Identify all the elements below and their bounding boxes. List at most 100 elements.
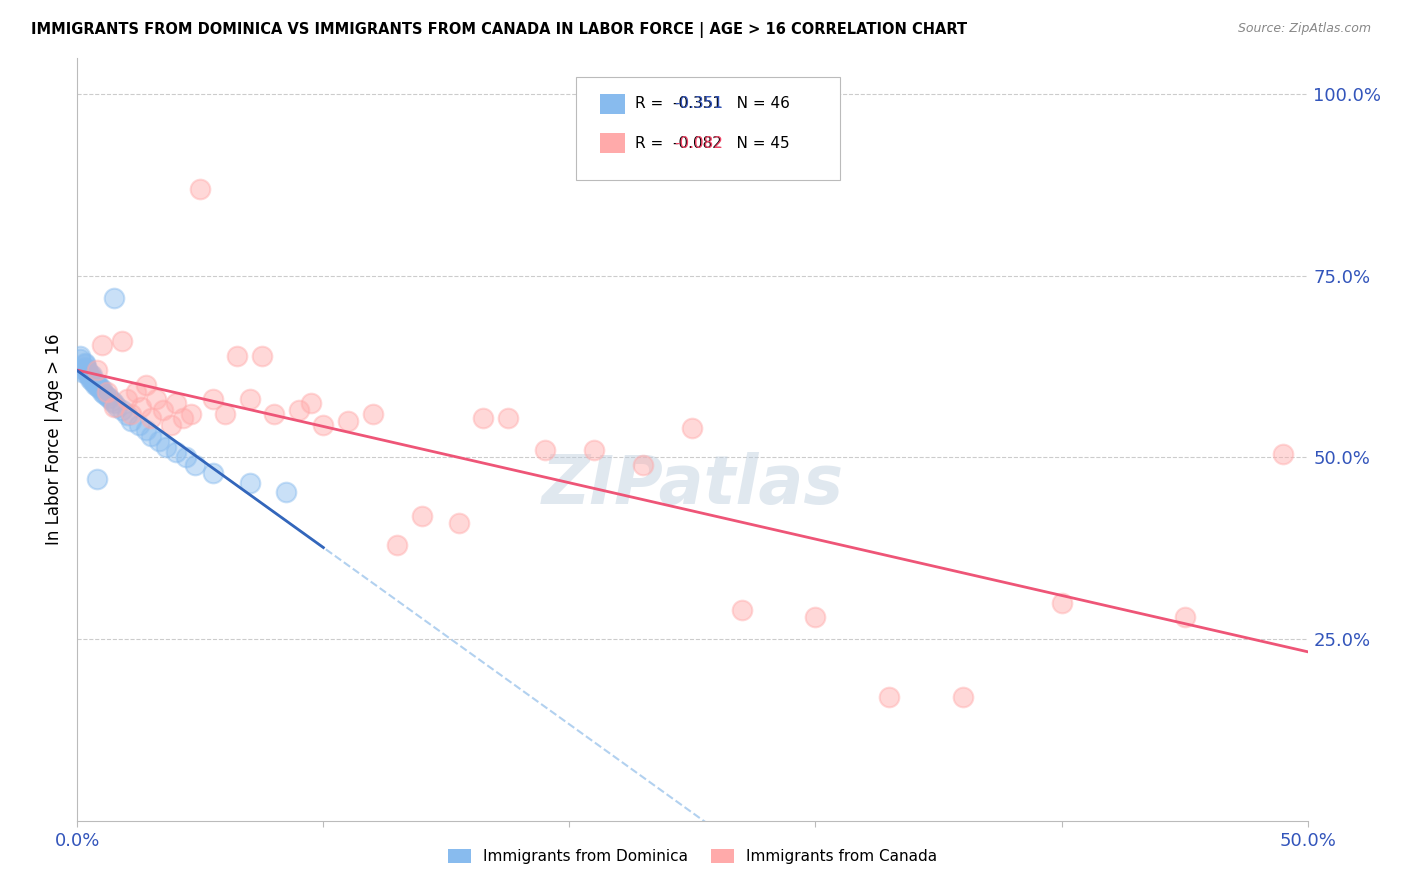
Point (129, 400, 153, 414)
Point (73, 358, 96, 372)
Point (115, 392, 138, 407)
Point (83, 377, 105, 392)
Text: -0.351: -0.351 (673, 96, 723, 112)
Point (96, 385, 118, 400)
Point (101, 393, 124, 408)
Point (86, 472, 108, 486)
Point (98, 391, 121, 405)
Point (201, 467, 224, 481)
Point (82, 370, 104, 384)
Point (160, 417, 183, 432)
Point (152, 403, 174, 417)
Point (312, 417, 335, 432)
Point (184, 458, 207, 472)
Point (76, 367, 98, 381)
Point (79, 369, 101, 384)
Point (82, 374, 104, 388)
Text: IMMIGRANTS FROM DOMINICA VS IMMIGRANTS FROM CANADA IN LABOR FORCE | AGE > 16 COR: IMMIGRANTS FROM DOMINICA VS IMMIGRANTS F… (31, 22, 967, 38)
Point (115, 409, 138, 423)
Point (165, 396, 187, 410)
Point (111, 334, 132, 349)
Point (239, 475, 262, 490)
Point (682, 421, 704, 435)
Point (103, 291, 125, 305)
Point (70, 362, 93, 376)
Point (135, 377, 157, 392)
Point (472, 410, 495, 425)
Point (288, 403, 311, 417)
Point (583, 443, 606, 458)
Point (86, 377, 108, 392)
Point (496, 410, 519, 425)
Point (299, 396, 322, 410)
Point (105, 400, 128, 414)
Point (180, 407, 202, 421)
Point (263, 407, 285, 421)
Point (1174, 610, 1197, 624)
Point (135, 423, 157, 437)
Point (633, 458, 655, 472)
Point (121, 414, 143, 428)
Text: ZIPatlas: ZIPatlas (541, 452, 844, 518)
Point (70, 365, 93, 379)
Point (103, 396, 125, 410)
Point (226, 349, 249, 363)
Point (385, 538, 409, 552)
Point (337, 414, 360, 428)
Point (128, 417, 150, 432)
Point (83, 376, 105, 390)
Point (952, 690, 974, 705)
Text: -0.082: -0.082 (673, 136, 723, 151)
Point (89, 382, 111, 396)
Point (73, 356, 96, 370)
Point (90, 382, 114, 396)
Point (76, 364, 98, 378)
Point (731, 603, 754, 617)
Point (201, 392, 224, 407)
Point (879, 690, 901, 705)
Point (214, 407, 236, 421)
Point (141, 428, 163, 442)
Point (69, 349, 91, 363)
Point (103, 400, 125, 414)
Text: R =  -0.082   N = 45: R = -0.082 N = 45 (634, 136, 789, 151)
Point (111, 403, 132, 417)
Point (93, 386, 115, 401)
Point (239, 392, 262, 407)
Point (76, 362, 98, 376)
Point (174, 450, 197, 465)
FancyBboxPatch shape (600, 94, 624, 113)
Point (250, 349, 273, 363)
Point (155, 440, 177, 454)
Text: Source: ZipAtlas.com: Source: ZipAtlas.com (1237, 22, 1371, 36)
Point (804, 610, 827, 624)
Point (447, 516, 470, 530)
Point (141, 410, 163, 425)
Point (148, 434, 170, 449)
Point (86, 379, 108, 393)
Point (89, 379, 111, 393)
Point (172, 410, 194, 425)
Point (90, 385, 114, 400)
Point (165, 444, 187, 458)
Point (125, 385, 148, 400)
Y-axis label: In Labor Force | Age > 16: In Labor Force | Age > 16 (45, 334, 63, 545)
FancyBboxPatch shape (600, 134, 624, 153)
Point (276, 485, 298, 500)
Point (534, 443, 557, 458)
Point (90, 338, 114, 352)
Point (145, 392, 167, 407)
Point (1272, 447, 1295, 461)
Point (361, 407, 384, 421)
Point (1050, 596, 1073, 610)
Point (96, 389, 118, 403)
Point (79, 367, 101, 381)
Point (188, 182, 212, 196)
Point (121, 407, 143, 421)
Point (86, 363, 108, 377)
Point (82, 368, 104, 383)
FancyBboxPatch shape (575, 77, 841, 180)
Point (411, 508, 433, 523)
Point (73, 359, 96, 374)
Point (79, 372, 101, 386)
